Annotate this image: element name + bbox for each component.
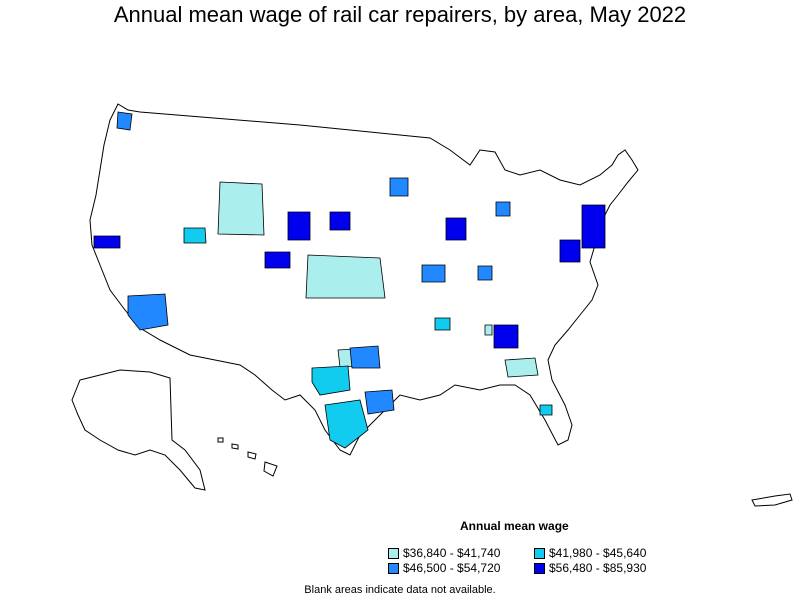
hawaii-islands: [217, 437, 278, 477]
legend-item-3: $46,500 - $54,720: [388, 561, 500, 575]
legend-item-1: $36,840 - $41,740: [388, 546, 500, 560]
alaska-outline: [71, 369, 206, 491]
legend-item-2: $41,980 - $45,640: [534, 546, 646, 560]
legend-swatch-4: [534, 562, 545, 574]
legend-label-4: $56,480 - $85,930: [549, 561, 647, 575]
tier2-areas: [183, 227, 553, 449]
legend-swatch-2: [534, 547, 545, 559]
legend-item-4: $56,480 - $85,930: [534, 561, 646, 575]
legend-swatch-3: [388, 562, 399, 574]
map-title: Annual mean wage of rail car repairers, …: [113, 2, 687, 27]
legend-label-2: $41,980 - $45,640: [549, 546, 647, 560]
legend-label-3: $46,500 - $54,720: [403, 561, 501, 575]
legend-title: Annual mean wage: [460, 519, 569, 533]
tier4-areas: [93, 204, 606, 349]
legend-label-1: $36,840 - $41,740: [403, 546, 501, 560]
tier3-areas: [116, 111, 511, 415]
puerto-rico-outline: [751, 493, 793, 507]
legend-swatch-1: [388, 547, 399, 559]
footnote: Blank areas indicate data not available.: [304, 584, 496, 596]
